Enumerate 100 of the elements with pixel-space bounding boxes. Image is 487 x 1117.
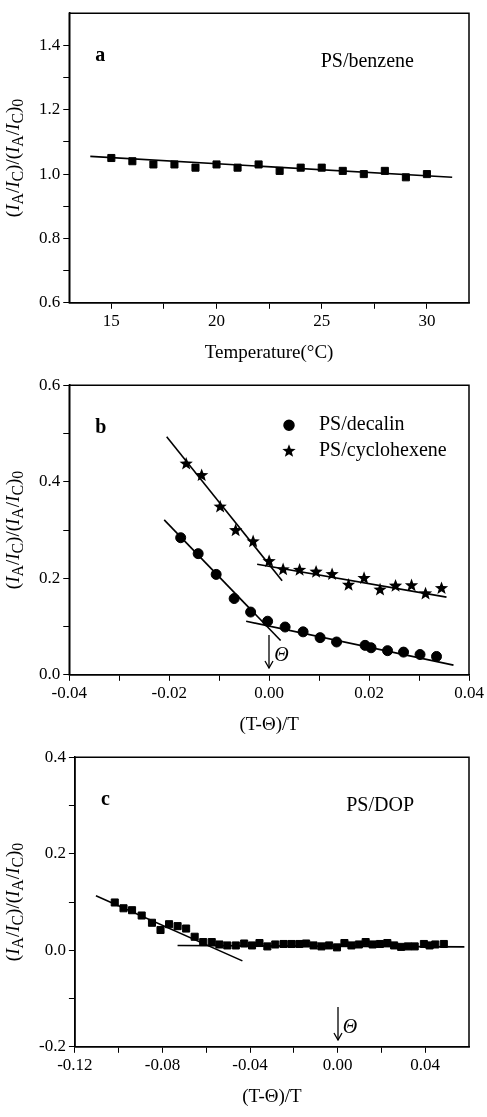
point bbox=[173, 922, 182, 931]
point bbox=[398, 646, 410, 658]
x-tick-label: -0.02 bbox=[151, 683, 187, 703]
ref-line-label: Θ bbox=[274, 642, 289, 665]
y-tick-label: 0.4 bbox=[39, 471, 61, 491]
x-tick-label: 25 bbox=[313, 311, 331, 331]
point bbox=[422, 170, 431, 179]
point bbox=[275, 166, 284, 175]
point bbox=[403, 942, 412, 951]
point bbox=[279, 621, 291, 633]
annotation: PS/DOP bbox=[346, 793, 414, 816]
y-tick-label: 0.6 bbox=[39, 292, 61, 312]
point bbox=[137, 911, 146, 920]
x-axis-title: (T-Θ)/T bbox=[239, 712, 300, 735]
annotation: PS/benzene bbox=[320, 49, 415, 72]
x-tick-label: 0.02 bbox=[354, 683, 384, 703]
point bbox=[165, 920, 174, 929]
point bbox=[255, 938, 264, 948]
point bbox=[262, 615, 274, 627]
y-tick-label: 0.6 bbox=[39, 374, 61, 394]
point bbox=[382, 645, 394, 657]
point bbox=[245, 606, 257, 618]
point bbox=[431, 650, 443, 662]
point bbox=[332, 943, 342, 952]
point bbox=[231, 941, 240, 950]
x-tick-label: -0.12 bbox=[57, 1055, 93, 1075]
point bbox=[107, 153, 116, 163]
point bbox=[331, 636, 343, 648]
point bbox=[147, 918, 157, 927]
point bbox=[302, 939, 311, 948]
point bbox=[149, 160, 158, 169]
point bbox=[401, 173, 410, 182]
y-tick-label: 1.0 bbox=[39, 163, 61, 183]
annotation: c bbox=[100, 787, 110, 810]
point bbox=[223, 941, 232, 950]
point bbox=[414, 649, 426, 661]
annotation: a bbox=[95, 43, 106, 66]
point bbox=[210, 568, 222, 580]
point bbox=[207, 938, 216, 947]
point bbox=[175, 532, 187, 544]
point bbox=[190, 932, 199, 941]
point bbox=[215, 940, 224, 949]
x-tick-label: -0.04 bbox=[232, 1055, 269, 1075]
x-tick-label: 0.00 bbox=[254, 683, 284, 703]
x-tick-label: 0.04 bbox=[454, 683, 485, 703]
point bbox=[314, 632, 326, 644]
point bbox=[365, 642, 377, 654]
point bbox=[317, 942, 326, 951]
point bbox=[368, 940, 377, 949]
y-tick-label: 0.2 bbox=[39, 567, 61, 587]
point bbox=[279, 939, 288, 949]
point bbox=[340, 938, 349, 948]
point bbox=[431, 940, 440, 949]
x-tick-label: 15 bbox=[102, 311, 120, 331]
y-tick-label: 0.4 bbox=[44, 746, 67, 766]
point bbox=[248, 941, 257, 950]
point bbox=[296, 163, 305, 172]
point bbox=[191, 163, 200, 172]
point bbox=[347, 941, 356, 950]
x-axis-title: (T-Θ)/T bbox=[242, 1084, 303, 1107]
point bbox=[309, 941, 318, 950]
x-tick-label: -0.08 bbox=[144, 1055, 181, 1075]
y-tick-label: 0.2 bbox=[44, 843, 66, 863]
point bbox=[439, 939, 448, 949]
point bbox=[128, 157, 137, 166]
x-tick-label: 30 bbox=[418, 311, 436, 331]
point bbox=[156, 925, 165, 935]
point bbox=[182, 924, 191, 933]
point bbox=[110, 898, 119, 907]
y-tick-label: 0.0 bbox=[39, 664, 61, 684]
point bbox=[128, 906, 137, 915]
point bbox=[325, 941, 334, 950]
point bbox=[287, 939, 296, 949]
point bbox=[119, 904, 128, 913]
point bbox=[199, 938, 208, 947]
legend-label: PS/decalin bbox=[319, 412, 405, 435]
point bbox=[354, 940, 363, 949]
point bbox=[271, 940, 280, 949]
point bbox=[297, 626, 309, 638]
point bbox=[254, 160, 263, 169]
y-tick-label: -0.2 bbox=[38, 1036, 66, 1056]
point bbox=[192, 548, 204, 560]
point bbox=[317, 163, 326, 172]
x-tick-label: 0.00 bbox=[322, 1055, 353, 1075]
point bbox=[228, 593, 240, 605]
y-tick-label: 1.2 bbox=[39, 99, 61, 119]
point bbox=[383, 938, 392, 948]
point bbox=[338, 166, 347, 175]
x-tick-label: 0.04 bbox=[410, 1055, 441, 1075]
point bbox=[390, 941, 399, 950]
y-tick-label: 0.8 bbox=[39, 227, 61, 247]
point bbox=[170, 160, 179, 169]
x-tick-label: -0.04 bbox=[51, 683, 88, 703]
point bbox=[233, 163, 242, 172]
point bbox=[380, 166, 389, 175]
y-tick-label: 1.4 bbox=[39, 34, 61, 54]
point bbox=[410, 942, 419, 951]
point bbox=[263, 942, 272, 951]
point bbox=[359, 170, 368, 179]
point bbox=[240, 939, 249, 948]
